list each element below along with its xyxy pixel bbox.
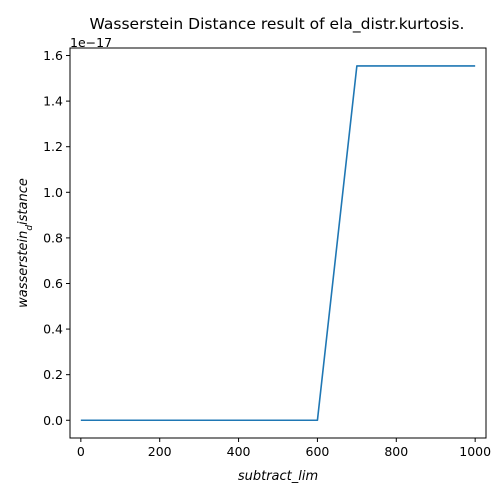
plot-area bbox=[80, 65, 476, 422]
y-tick-label: 0.6 bbox=[43, 276, 63, 291]
y-axis-label-main: wasserstein bbox=[16, 231, 31, 308]
y-tick-label: 0.2 bbox=[43, 367, 63, 382]
y-tick-label: 1.6 bbox=[43, 48, 63, 63]
y-tick-label: 1.0 bbox=[43, 185, 63, 200]
y-axis-label-tail: istance bbox=[16, 178, 31, 225]
x-tick-label: 400 bbox=[227, 444, 251, 459]
x-tick-label: 200 bbox=[148, 444, 172, 459]
chart-title: Wasserstein Distance result of ela_distr… bbox=[90, 15, 465, 34]
y-tick-label: 0.4 bbox=[43, 322, 63, 337]
x-tick-label: 1000 bbox=[459, 444, 491, 459]
y-tick-label: 1.4 bbox=[43, 94, 63, 109]
y-axis-label-subscript: d bbox=[25, 225, 35, 231]
x-tick-label: 0 bbox=[77, 444, 85, 459]
axes-frame bbox=[69, 47, 487, 439]
series-line bbox=[80, 65, 476, 422]
y-tick-label: 1.2 bbox=[43, 139, 63, 154]
x-axis-label: subtract_lim bbox=[238, 469, 318, 484]
x-tick-label: 800 bbox=[384, 444, 408, 459]
x-tick-label: 600 bbox=[306, 444, 330, 459]
y-axis-label: wassersteindistance bbox=[16, 178, 35, 308]
y-tick-label: 0.8 bbox=[43, 230, 63, 245]
y-axis: 0.0 0.2 0.4 0.6 0.8 1.0 1.2 1.4 1.6 bbox=[43, 48, 70, 428]
x-axis: 0 200 400 600 800 1000 bbox=[77, 438, 491, 459]
y-tick-label: 0.0 bbox=[43, 413, 63, 428]
y-offset-label: 1e−17 bbox=[70, 35, 112, 50]
